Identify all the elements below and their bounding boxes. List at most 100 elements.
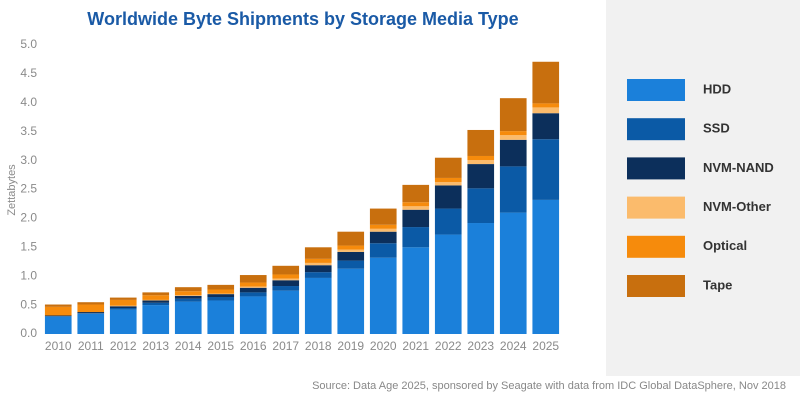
y-tick-label: 4.0 [20, 95, 37, 109]
bar-segment [532, 113, 560, 140]
y-tick-label: 2.0 [20, 211, 37, 225]
bar-segment [369, 231, 397, 244]
x-tick-label: 2024 [500, 339, 527, 353]
bar-segment [44, 306, 72, 316]
bar-segment [272, 290, 300, 334]
bar-segment [434, 177, 462, 182]
bar-segment [304, 258, 332, 263]
bar-segment [499, 131, 527, 136]
x-tick-label: 2016 [240, 339, 267, 353]
x-tick-label: 2017 [272, 339, 299, 353]
bar-segment [467, 129, 495, 156]
bar-segment [434, 181, 462, 186]
bar-segment [142, 295, 170, 300]
x-tick-label: 2014 [175, 339, 202, 353]
bar-segment [207, 284, 235, 290]
bar-segment [174, 295, 202, 299]
bar-segment [109, 305, 137, 307]
bar-segment [44, 316, 72, 334]
legend-swatch [627, 118, 685, 141]
source: Source: Data Age 2025, sponsored by Seag… [312, 380, 786, 392]
bar-segment [239, 292, 267, 297]
y-tick-label: 1.0 [20, 268, 37, 282]
x-tick-label: 2013 [142, 339, 169, 353]
bar-segment [142, 300, 170, 303]
bar-segment [77, 312, 105, 314]
legend-label: Optical [703, 238, 747, 253]
bar-segment [77, 313, 105, 314]
bar-segment [467, 223, 495, 334]
bar-segment [44, 316, 72, 317]
bar-segment [532, 199, 560, 334]
bar-segment [272, 280, 300, 287]
legend-label: NVM-NAND [703, 160, 774, 175]
bar-segment [142, 305, 170, 334]
legend-swatch [627, 157, 685, 180]
bar-segment [77, 302, 105, 305]
x-tick-label: 2021 [402, 339, 429, 353]
bar-segment [369, 257, 397, 334]
bar-segment [239, 275, 267, 283]
legend-label: SSD [703, 121, 730, 136]
bar-segment [239, 287, 267, 293]
chart-title: Worldwide Byte Shipments by Storage Medi… [87, 9, 518, 29]
bar-segment [207, 294, 235, 298]
bar-segment [467, 164, 495, 189]
bar-segment [434, 208, 462, 235]
bar-segment [207, 293, 235, 295]
bar-segment [109, 309, 137, 334]
bar-segment [434, 234, 462, 334]
x-tick-label: 2019 [337, 339, 364, 353]
bar-segment [467, 188, 495, 224]
bar-segment [77, 313, 105, 334]
bar-segment [174, 295, 202, 296]
bar-segment [174, 298, 202, 302]
bar-segment [337, 249, 365, 252]
bar-segment [304, 265, 332, 273]
bar-segment [532, 107, 560, 114]
bar-segment [142, 302, 170, 306]
y-tick-label: 3.5 [20, 124, 37, 138]
bar-segment [174, 301, 202, 334]
bar-segment [532, 103, 560, 108]
y-tick-label: 3.0 [20, 153, 37, 167]
bar-segment [402, 247, 430, 334]
bar-segment [304, 262, 332, 266]
bar-segment [304, 272, 332, 278]
bar-segment [337, 245, 365, 250]
bar-segment [207, 297, 235, 301]
bar-segment [499, 98, 527, 132]
x-tick-label: 2023 [467, 339, 494, 353]
bar-segment [369, 243, 397, 258]
bar-segment [272, 286, 300, 291]
bar-segment [239, 282, 267, 287]
legend-swatch [627, 196, 685, 219]
bar-segment [77, 304, 105, 313]
bar-segment [499, 212, 527, 334]
legend-label: NVM-Other [703, 199, 771, 214]
bar-segment [304, 277, 332, 334]
bar-segment [142, 292, 170, 296]
y-tick-label: 0.0 [20, 326, 37, 340]
legend-label: HDD [703, 81, 731, 96]
bar-segment [142, 299, 170, 301]
bar-segment [467, 160, 495, 165]
bar-segment [369, 208, 397, 225]
y-tick-label: 0.5 [20, 297, 37, 311]
bar-segment [44, 315, 72, 317]
bar-segment [434, 157, 462, 178]
x-tick-label: 2022 [435, 339, 462, 353]
bar-segment [239, 286, 267, 288]
bar-segment [109, 307, 137, 310]
legend-swatch [627, 235, 685, 258]
bar-segment [337, 251, 365, 261]
y-tick-label: 4.5 [20, 66, 37, 80]
bar-segment [272, 265, 300, 275]
bar-segment [499, 135, 527, 140]
bar-segment [402, 202, 430, 207]
bar-segment [304, 247, 332, 259]
bar-segment [174, 287, 202, 292]
bar-segment [402, 209, 430, 228]
bar-segment [337, 268, 365, 334]
